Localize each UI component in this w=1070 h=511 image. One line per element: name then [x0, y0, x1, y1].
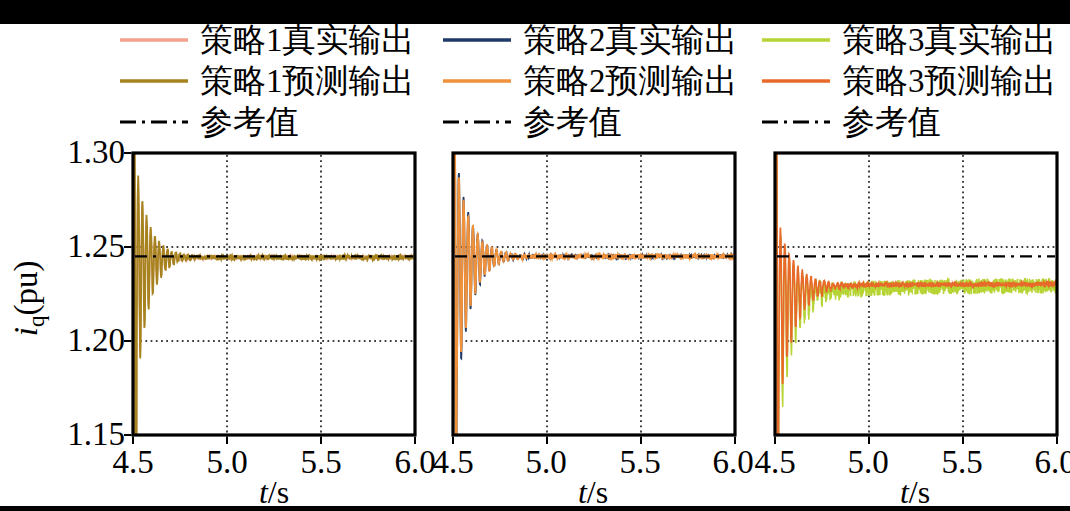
xtick-p3-5.0: 5.0 — [828, 446, 908, 479]
panel-frame — [453, 153, 735, 435]
legend-label: 策略3预测输出 — [842, 65, 1057, 98]
legend-item-s3-real: 策略3真实输出 — [762, 20, 1057, 60]
legend-item-s1-ref: 参考值 — [120, 102, 299, 142]
legend-line-s3-real — [762, 36, 830, 44]
ytick-1.30: 1.30 — [45, 136, 125, 169]
ytick-1.20: 1.20 — [45, 324, 125, 357]
series-策略1真实输出 — [133, 153, 415, 435]
legend-line-s3-pred — [762, 77, 830, 85]
xtick-p1-5.0: 5.0 — [187, 446, 267, 479]
x-axis-label-p1: t/s — [204, 476, 344, 508]
xtick-p3-5.5: 5.5 — [922, 446, 1002, 479]
legend-label: 参考值 — [523, 106, 622, 139]
series-策略1预测输出 — [133, 153, 415, 435]
legend-line-s2-pred — [443, 77, 511, 85]
legend-label: 参考值 — [842, 106, 941, 139]
legend-line-s2-real — [443, 36, 511, 44]
legend-line-s2-ref — [443, 118, 511, 126]
series-策略2预测输出 — [453, 153, 735, 435]
series-策略2真实输出 — [453, 153, 735, 435]
legend-item-s2-pred: 策略2预测输出 — [443, 61, 738, 101]
xtick-p2-4.5: 4.5 — [413, 446, 493, 479]
legend-line-s1-ref — [120, 118, 188, 126]
legend-item-s1-real: 策略1真实输出 — [120, 20, 415, 60]
figure: 策略1真实输出 策略1预测输出 参考值 策略2真实输出 策略2预测输出 参考值 … — [0, 0, 1070, 511]
xtick-p2-5.0: 5.0 — [506, 446, 586, 479]
legend-label: 策略1预测输出 — [200, 65, 415, 98]
legend-label: 策略3真实输出 — [842, 24, 1057, 57]
legend-line-s1-pred — [120, 77, 188, 85]
legend-label: 策略1真实输出 — [200, 24, 415, 57]
legend-label: 参考值 — [200, 106, 299, 139]
xtick-p1-4.5: 4.5 — [93, 446, 173, 479]
xtick-p3-6.0: 6.0 — [1015, 446, 1070, 479]
legend-item-s2-ref: 参考值 — [443, 102, 622, 142]
legend-item-s3-pred: 策略3预测输出 — [762, 61, 1057, 101]
legend-item-s2-real: 策略2真实输出 — [443, 20, 738, 60]
x-axis-label-p3: t/s — [845, 476, 985, 508]
legend-item-s3-ref: 参考值 — [762, 102, 941, 142]
xtick-p3-4.5: 4.5 — [735, 446, 815, 479]
xtick-p2-5.5: 5.5 — [600, 446, 680, 479]
panel-frame — [133, 153, 415, 435]
legend-line-s3-ref — [762, 118, 830, 126]
legend-label: 策略2真实输出 — [523, 24, 738, 57]
y-axis-label: iq(pu) — [10, 233, 49, 363]
legend-line-s1-real — [120, 36, 188, 44]
legend-item-s1-pred: 策略1预测输出 — [120, 61, 415, 101]
legend-label: 策略2预测输出 — [523, 65, 738, 98]
xtick-p1-5.5: 5.5 — [281, 446, 361, 479]
ytick-1.25: 1.25 — [45, 230, 125, 263]
x-axis-label-p2: t/s — [523, 476, 663, 508]
